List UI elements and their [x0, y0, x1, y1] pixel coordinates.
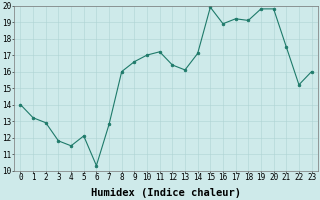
X-axis label: Humidex (Indice chaleur): Humidex (Indice chaleur): [91, 188, 241, 198]
